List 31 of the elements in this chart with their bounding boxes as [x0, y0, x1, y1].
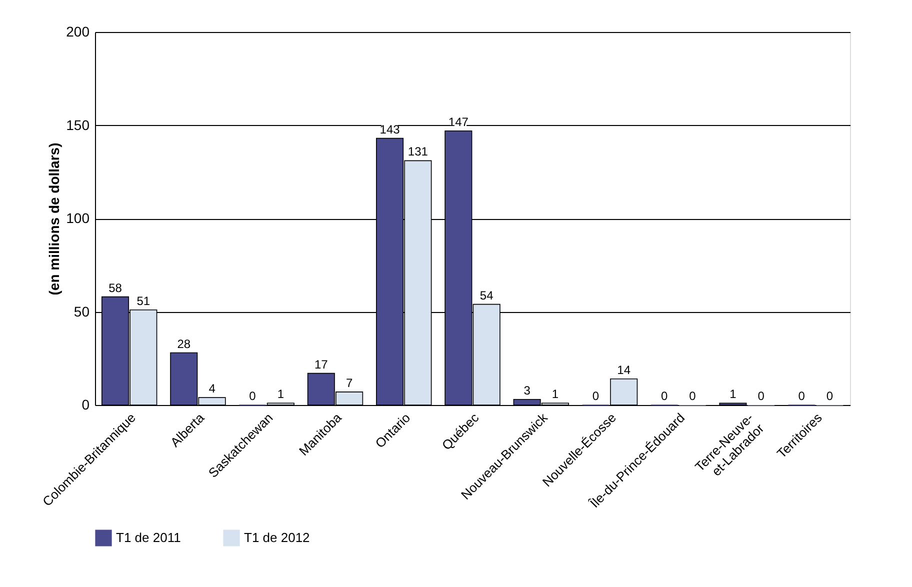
y-tick-label: 200: [66, 24, 90, 40]
data-label: 3: [524, 383, 531, 398]
legend-label: T1 de 2012: [244, 530, 310, 545]
y-axis-title: (en millions de dollars): [46, 142, 62, 296]
data-label: 58: [108, 280, 122, 295]
data-label: 0: [798, 389, 806, 403]
data-label: 0: [592, 389, 600, 403]
data-label: 0: [249, 389, 256, 403]
data-label: 28: [177, 336, 191, 351]
data-label: 1: [730, 387, 737, 402]
data-label: 7: [346, 376, 353, 390]
y-tick-label: 150: [66, 116, 90, 133]
legend-label: T1 de 2011: [116, 530, 181, 545]
data-label: 1: [277, 387, 284, 402]
data-label: 143: [380, 122, 400, 136]
y-tick-label: 50: [74, 303, 90, 320]
data-label: 54: [480, 288, 494, 302]
data-label: 14: [617, 362, 631, 377]
y-tick-label: 0: [82, 396, 90, 412]
data-label: 17: [314, 357, 328, 372]
data-label: 0: [689, 389, 696, 403]
data-label: 0: [758, 389, 765, 403]
bar: [610, 378, 638, 406]
y-tick-label: 100: [66, 210, 90, 226]
data-label: 4: [208, 382, 216, 396]
data-label: 0: [826, 389, 834, 403]
data-label: 0: [660, 389, 668, 403]
data-label: 51: [136, 294, 150, 308]
data-label: 131: [408, 144, 428, 159]
data-label: 1: [552, 387, 559, 402]
data-label: 147: [448, 114, 469, 129]
